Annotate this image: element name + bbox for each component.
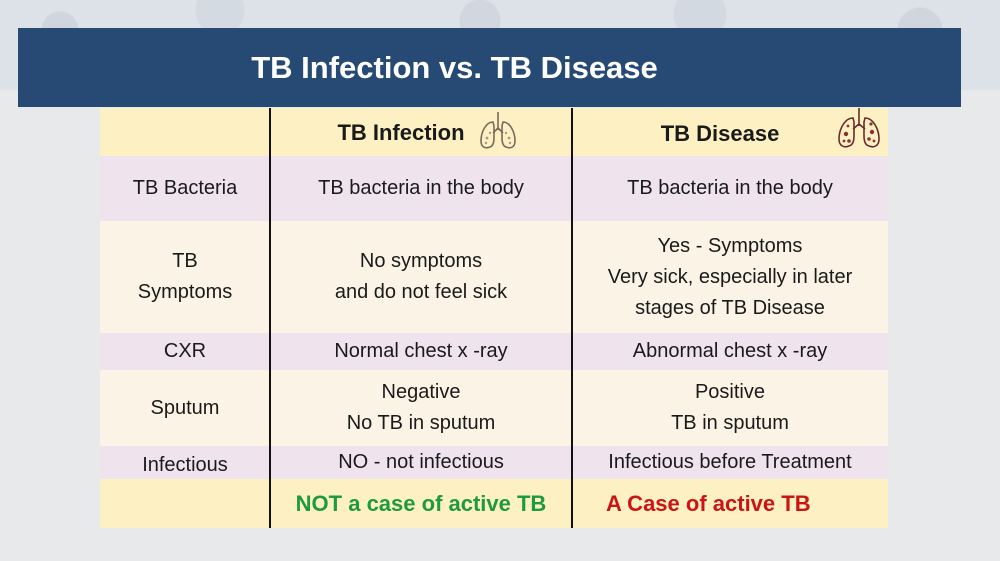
- row-label: Infectious: [100, 446, 270, 479]
- row-label: TB Symptoms: [100, 221, 270, 333]
- disease-line: Yes - Symptoms: [657, 234, 803, 257]
- disease-outcome: A Case of active TB: [572, 479, 888, 528]
- header-empty-cell: [100, 108, 270, 156]
- disease-cell: Infectious before Treatment: [572, 446, 888, 479]
- header-tb-infection-label: TB Infection: [337, 119, 465, 145]
- infection-cell: No symptoms and do not feel sick: [270, 221, 572, 333]
- infection-line: Negative: [381, 381, 461, 403]
- disease-cell: Abnormal chest x -ray: [572, 333, 888, 370]
- disease-line: stages of TB Disease: [635, 296, 825, 319]
- table-row: Infectious NO - not infectious Infectiou…: [100, 446, 888, 479]
- header-tb-disease: TB Disease: [572, 108, 888, 156]
- comparison-table: TB Infection TB Disease TB Bacteria TB b…: [100, 108, 888, 528]
- header-tb-disease-label: TB Disease: [660, 121, 780, 146]
- disease-cell: Yes - Symptoms Very sick, especially in …: [572, 221, 888, 333]
- disease-line: TB in sputum: [671, 412, 789, 434]
- disease-line: Positive: [694, 381, 765, 403]
- table-footer-row: NOT a case of active TB A Case of active…: [100, 479, 888, 528]
- diseased-lungs-icon: [838, 108, 880, 148]
- infection-cell: NO - not infectious: [270, 446, 572, 479]
- row-label: CXR: [100, 333, 270, 370]
- disease-cell: TB bacteria in the body: [572, 156, 888, 221]
- table-row: CXR Normal chest x -ray Abnormal chest x…: [100, 333, 888, 370]
- column-divider: [571, 108, 573, 528]
- lungs-icon: [480, 112, 516, 149]
- table-row: TB Symptoms No symptoms and do not feel …: [100, 221, 888, 333]
- row-label: TB Bacteria: [100, 156, 270, 221]
- title-banner: TB Infection vs. TB Disease: [18, 28, 961, 107]
- infection-line: and do not feel sick: [334, 281, 508, 303]
- column-divider: [269, 108, 271, 528]
- disease-line: Very sick, especially in later: [607, 265, 853, 288]
- infection-cell: Normal chest x -ray: [270, 333, 572, 370]
- row-label-line: TB: [172, 250, 198, 272]
- row-label-line: Symptoms: [137, 281, 233, 303]
- infection-line: No symptoms: [359, 250, 483, 272]
- infection-outcome: NOT a case of active TB: [270, 479, 572, 528]
- infection-line: No TB in sputum: [346, 412, 496, 434]
- table-row: Sputum Negative No TB in sputum Positive…: [100, 370, 888, 446]
- footer-empty-cell: [100, 479, 270, 528]
- row-label: Sputum: [100, 370, 270, 446]
- infection-cell: Negative No TB in sputum: [270, 370, 572, 446]
- infection-cell: TB bacteria in the body: [270, 156, 572, 221]
- table-header-row: TB Infection TB Disease: [100, 108, 888, 156]
- header-tb-infection: TB Infection: [270, 108, 572, 156]
- page-title: TB Infection vs. TB Disease: [251, 49, 658, 85]
- disease-cell: Positive TB in sputum: [572, 370, 888, 446]
- table-row: TB Bacteria TB bacteria in the body TB b…: [100, 156, 888, 221]
